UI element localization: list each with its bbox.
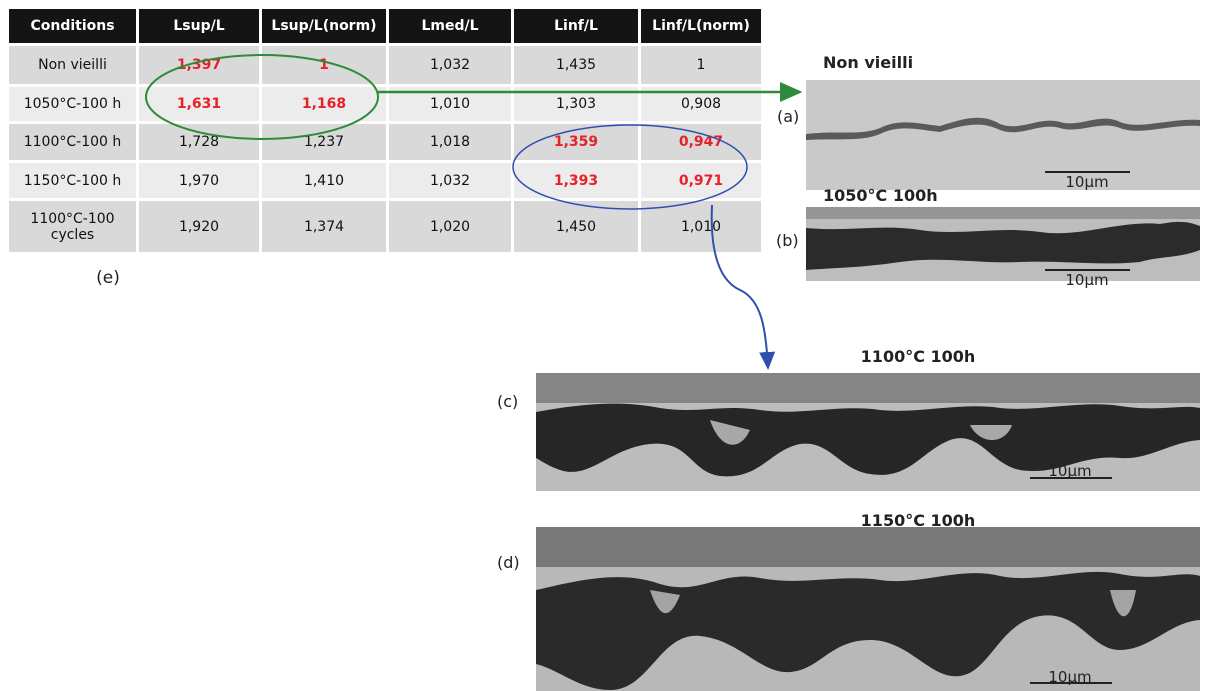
table-cell: 1150°C-100 h <box>9 163 136 198</box>
table-cell: 1,970 <box>139 163 259 198</box>
header-row: Conditions Lsup/L Lsup/L(norm) Lmed/L Linf/L… <box>9 9 761 43</box>
header-cell: Linf/L(norm) <box>641 9 761 43</box>
scale-label: 10µm <box>1065 173 1108 191</box>
panel-title: Non vieilli <box>823 53 913 72</box>
table-cell: 0,971 <box>641 163 761 198</box>
table-row: 1100°C-100 cycles 1,920 1,374 1,020 1,450 1,0… <box>9 201 761 252</box>
table-cell: 1,435 <box>514 46 638 84</box>
table-cell: 1100°C-100 cycles <box>9 201 136 252</box>
header-cell: Lsup/L <box>139 9 259 43</box>
table-cell: 1,237 <box>262 124 386 160</box>
table-cell: 1,920 <box>139 201 259 252</box>
table-cell: 1,032 <box>389 163 511 198</box>
header-cell: Linf/L <box>514 9 638 43</box>
micrograph <box>536 373 1200 491</box>
micrograph <box>806 80 1200 190</box>
scale-label: 10µm <box>1065 271 1108 289</box>
panel-label: (c) <box>497 392 518 411</box>
panel-label: (b) <box>776 231 799 250</box>
panel-label: (d) <box>497 553 520 572</box>
table-cell: Non vieilli <box>9 46 136 84</box>
table-cell: 1,032 <box>389 46 511 84</box>
table-cell: 1100°C-100 h <box>9 124 136 160</box>
table-row: 1150°C-100 h 1,970 1,410 1,032 1,393 0,971 <box>9 163 761 198</box>
arrow <box>710 204 776 370</box>
table-cell: 1,410 <box>262 163 386 198</box>
table-cell: 1,728 <box>139 124 259 160</box>
table-cell: 1 <box>641 46 761 84</box>
table-cell: 1,020 <box>389 201 511 252</box>
table-cell: 1,018 <box>389 124 511 160</box>
header-cell: Conditions <box>9 9 136 43</box>
micrograph <box>536 527 1200 691</box>
panel-title: 1050°C 100h <box>823 186 938 205</box>
scale-label: 10µm <box>1048 462 1091 480</box>
table-label: (e) <box>96 268 120 288</box>
table-cell: 1,374 <box>262 201 386 252</box>
header-cell: Lsup/L(norm) <box>262 9 386 43</box>
table-cell: 1,393 <box>514 163 638 198</box>
scale-label: 10µm <box>1048 668 1091 686</box>
highlight-ellipse <box>145 54 379 140</box>
panel-title: 1100°C 100h <box>861 347 976 366</box>
header-cell: Lmed/L <box>389 9 511 43</box>
micrograph <box>806 207 1200 281</box>
highlight-ellipse <box>512 124 748 210</box>
panel-title: 1150°C 100h <box>861 511 976 530</box>
table-cell: 1050°C-100 h <box>9 87 136 121</box>
table-cell: 1,010 <box>641 201 761 252</box>
panel-label: (a) <box>777 107 799 126</box>
results-table: Conditions Lsup/L Lsup/L(norm) Lmed/L Linf/L… <box>6 6 764 255</box>
